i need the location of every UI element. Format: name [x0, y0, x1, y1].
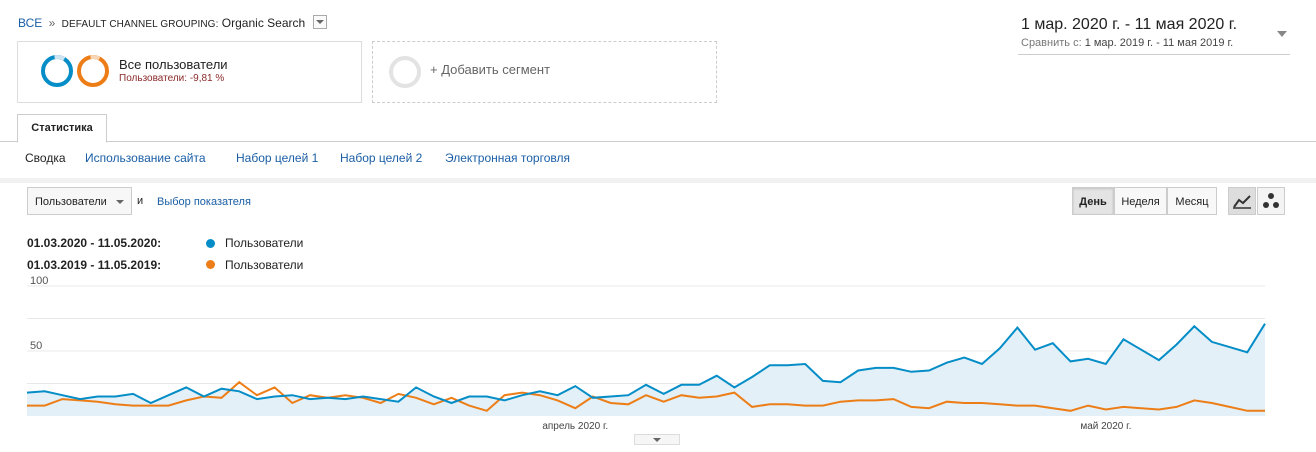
users-line-chart: 100 50 апрель 2020 г. май 2020 г.	[26, 275, 1266, 432]
date-range-compare[interactable]: Сравнить с: 1 мар. 2019 г. - 11 мая 2019…	[1021, 37, 1233, 49]
add-segment-label[interactable]: + Добавить сегмент	[430, 62, 551, 77]
segment-name: Все пользователи	[119, 57, 228, 72]
legend-period-current: 01.03.2020 - 11.05.2020:	[27, 236, 162, 250]
date-range-underline	[1018, 54, 1290, 55]
compare-value: 1 мар. 2019 г. - 11 мая 2019 г.	[1084, 37, 1234, 49]
pick-metric-link[interactable]: Выбор показателя	[157, 196, 251, 208]
date-range-dropdown-icon[interactable]	[1277, 31, 1287, 37]
tab-divider	[0, 141, 1316, 142]
line-chart-icon	[1233, 195, 1251, 209]
legend-current-label: Пользователи	[225, 236, 304, 250]
series-current-line	[26, 323, 1266, 405]
chevron-down-icon	[116, 200, 124, 204]
granularity-month-button[interactable]: Месяц	[1167, 187, 1217, 215]
legend-previous-label: Пользователи	[225, 258, 304, 272]
series-previous-line	[27, 380, 1265, 412]
breadcrumb: ВСЕ » DEFAULT CHANNEL GROUPING: Organic …	[18, 15, 327, 30]
metric-select-label: Пользователи	[35, 196, 107, 208]
tab-statistics[interactable]: Статистика	[17, 114, 107, 143]
segment-donut-icon	[41, 55, 109, 87]
x-tick-label: май 2020 г.	[1080, 421, 1131, 432]
collapse-chart-button[interactable]	[634, 434, 680, 445]
section-divider	[0, 178, 1316, 183]
motion-chart-button[interactable]	[1257, 187, 1285, 215]
metric-select[interactable]: Пользователи	[27, 187, 132, 215]
granularity-week-button[interactable]: Неделя	[1114, 187, 1167, 215]
line-chart-button[interactable]	[1228, 187, 1256, 215]
date-range-main[interactable]: 1 мар. 2020 г. - 11 мая 2020 г.	[1021, 16, 1238, 33]
y-tick-label: 100	[30, 275, 48, 287]
x-tick-label: апрель 2020 г.	[542, 421, 608, 432]
subnav-ecommerce[interactable]: Электронная торговля	[445, 151, 570, 165]
subnav-goals-2[interactable]: Набор целей 2	[340, 151, 423, 165]
y-tick-label: 50	[30, 340, 42, 352]
legend-period-previous: 01.03.2019 - 11.05.2019:	[27, 258, 162, 272]
breadcrumb-dropdown-icon[interactable]	[312, 15, 327, 29]
bubble-chart-icon	[1263, 193, 1279, 208]
granularity-day-button[interactable]: День	[1072, 187, 1114, 215]
breadcrumb-separator: »	[48, 16, 56, 30]
compare-label: Сравнить с:	[1021, 37, 1082, 49]
subnav-goals-1[interactable]: Набор целей 1	[236, 151, 319, 165]
breadcrumb-all-link[interactable]: ВСЕ	[18, 16, 43, 30]
segment-card-all-users[interactable]	[17, 41, 362, 103]
series-current-area	[27, 323, 1265, 416]
breadcrumb-value: Organic Search	[221, 16, 306, 30]
legend-current-dot	[206, 239, 215, 248]
breadcrumb-grouping: DEFAULT CHANNEL GROUPING:	[61, 19, 219, 30]
legend-previous-dot	[206, 260, 215, 269]
and-label: и	[137, 195, 144, 207]
segment-users-change: Пользователи: -9,81 %	[119, 73, 225, 84]
empty-segment-icon	[389, 56, 421, 88]
subnav-site-usage[interactable]: Использование сайта	[85, 151, 206, 165]
add-segment-card[interactable]	[372, 41, 717, 103]
subnav-summary[interactable]: Сводка	[25, 151, 66, 165]
